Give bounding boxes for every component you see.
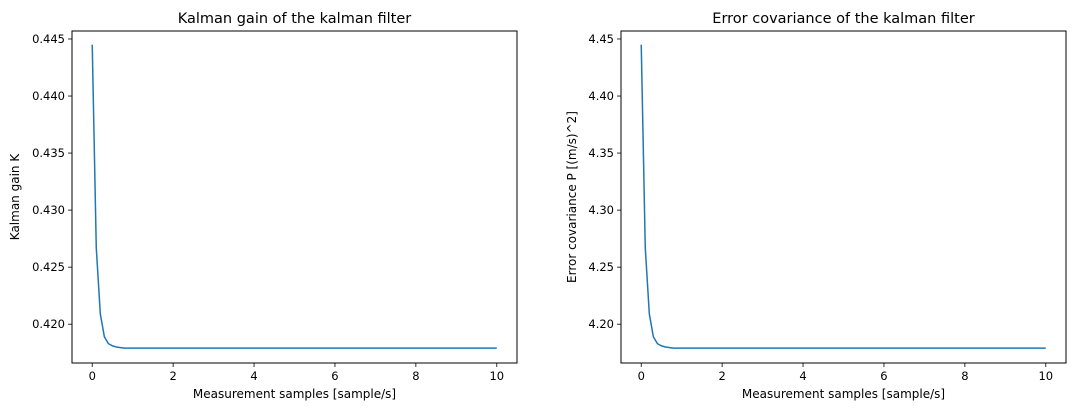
kalman-gain-x-tick-label: 10 (489, 369, 504, 383)
error-covariance-x-tick-label: 8 (961, 369, 968, 383)
error-covariance-y-tick-label: 4.45 (588, 32, 614, 46)
kalman-gain-x-tick-label: 6 (331, 369, 338, 383)
kalman-gain-x-tick-label: 4 (250, 369, 257, 383)
kalman-gain-series-line (91, 44, 497, 349)
error-covariance-x-tick-label: 10 (1038, 369, 1053, 383)
error-covariance-y-tick-label: 4.20 (588, 317, 614, 331)
kalman-gain-y-tick-label: 0.425 (32, 260, 65, 274)
error-covariance-x-tick-label: 2 (718, 369, 725, 383)
kalman-gain-x-tick-label: 2 (169, 369, 176, 383)
error-covariance-series-line (640, 44, 1046, 349)
error-covariance-lines (640, 44, 1046, 349)
kalman-gain-ticks: 0 2 4 6 8 10 0.420 0.425 0.430 0.435 0.440 0.445 (32, 32, 504, 383)
kalman-gain-x-tick-label: 8 (412, 369, 419, 383)
kalman-gain-y-tick-label: 0.420 (32, 317, 65, 331)
error-covariance-plot: Error covariance of the kalman filter Me… (565, 11, 1067, 401)
error-covariance-x-axis-label: Measurement samples [sample/s] (742, 387, 945, 401)
error-covariance-x-tick-label: 0 (638, 369, 645, 383)
kalman-gain-y-tick-label: 0.435 (32, 146, 65, 160)
error-covariance-ticks: 0 2 4 6 8 10 4.20 4.25 4.30 4.35 4.40 4.45 (588, 32, 1053, 383)
kalman-gain-x-axis-label: Measurement samples [sample/s] (193, 387, 396, 401)
error-covariance-y-axis-label: Error covariance P [(m/s)^2] (565, 111, 579, 283)
error-covariance-y-tick-label: 4.35 (588, 146, 614, 160)
kalman-gain-title: Kalman gain of the kalman filter (178, 11, 412, 27)
error-covariance-y-tick-label: 4.40 (588, 89, 614, 103)
kalman-gain-y-tick-label: 0.440 (32, 89, 65, 103)
kalman-gain-lines (91, 44, 497, 349)
kalman-gain-x-tick-label: 0 (89, 369, 96, 383)
kalman-gain-plot: Kalman gain of the kalman filter Measure… (8, 11, 518, 401)
error-covariance-x-tick-label: 4 (799, 369, 806, 383)
kalman-gain-y-axis-label: Kalman gain K (8, 153, 22, 241)
error-covariance-title: Error covariance of the kalman filter (712, 11, 974, 27)
error-covariance-x-tick-label: 6 (880, 369, 887, 383)
kalman-gain-y-tick-label: 0.445 (32, 32, 65, 46)
error-covariance-y-tick-label: 4.30 (588, 203, 614, 217)
error-covariance-axes-frame (620, 30, 1067, 364)
error-covariance-y-tick-label: 4.25 (588, 260, 614, 274)
kalman-gain-y-tick-label: 0.430 (32, 203, 65, 217)
kalman-gain-axes-frame (71, 30, 518, 364)
